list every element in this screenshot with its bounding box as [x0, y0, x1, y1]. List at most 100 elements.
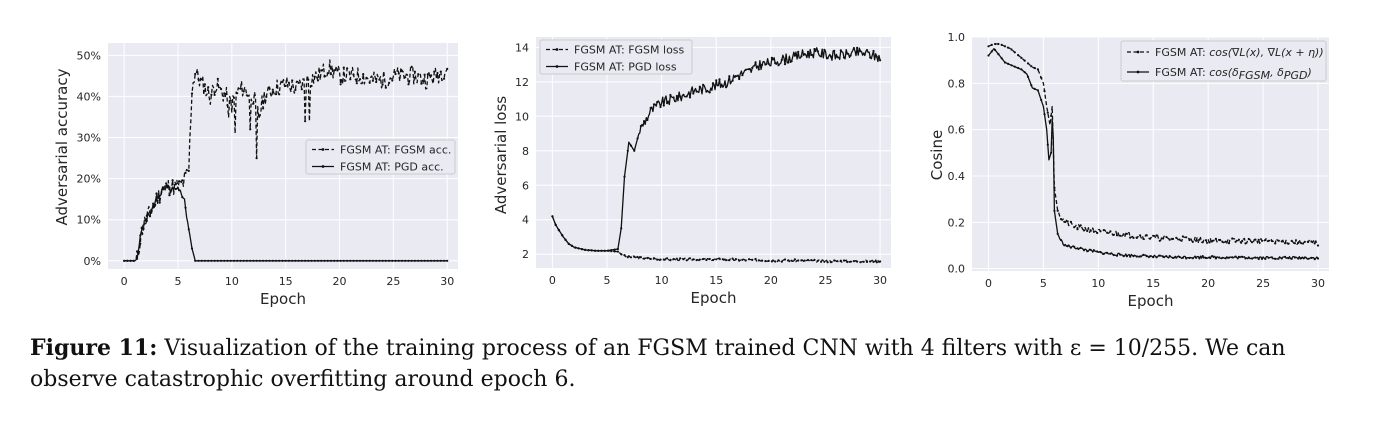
data-point [1132, 255, 1135, 258]
data-point [803, 53, 806, 56]
data-point [1132, 236, 1135, 239]
data-point [404, 76, 407, 79]
data-point [349, 78, 352, 81]
data-point [1264, 257, 1267, 260]
data-point [662, 104, 665, 107]
data-point [161, 186, 164, 189]
data-point [342, 66, 345, 69]
data-point [316, 259, 320, 262]
data-point [274, 259, 278, 262]
data-point [711, 82, 715, 85]
data-point [1155, 234, 1158, 237]
data-point [1300, 256, 1303, 260]
data-point [207, 86, 210, 89]
data-point [666, 102, 669, 105]
data-point [232, 96, 236, 99]
data-point [685, 259, 688, 262]
data-point [1109, 230, 1112, 233]
data-point [1198, 257, 1201, 260]
x-tick-label: 10 [225, 275, 239, 288]
data-point [1231, 237, 1234, 240]
data-point [1086, 229, 1089, 233]
data-point [698, 85, 701, 88]
data-point [593, 249, 597, 252]
data-point [1043, 90, 1046, 93]
data-point [738, 77, 741, 81]
data-point [1254, 256, 1257, 259]
data-point [1073, 226, 1076, 229]
data-point [1211, 239, 1214, 242]
data-point [223, 92, 226, 95]
data-point [1059, 238, 1063, 242]
data-point [1171, 237, 1175, 240]
data-point [417, 259, 420, 262]
data-point [1244, 242, 1247, 245]
data-point [326, 259, 329, 262]
chart-panel-1: 0 5 10 15 20 25 30 0% 10% 20% 30% 40% 50% Epoch Advers… [53, 43, 458, 308]
data-point [649, 106, 652, 109]
data-point [281, 80, 284, 84]
data-point [336, 259, 339, 262]
data-point [252, 102, 255, 105]
data-point [265, 95, 268, 98]
legend-math: cos(∇L(x), ∇L(x + η)) [1209, 46, 1323, 59]
x-tick-label: 20 [764, 274, 778, 287]
data-point [252, 259, 255, 262]
legend-marker [1136, 70, 1140, 74]
data-point [636, 137, 639, 140]
data-point [400, 259, 404, 262]
data-point [803, 259, 806, 262]
data-point [574, 246, 577, 249]
data-point [129, 259, 132, 262]
data-point [394, 259, 397, 262]
data-point [384, 86, 387, 89]
data-point [291, 79, 294, 82]
data-point [1277, 257, 1280, 260]
data-point [1013, 65, 1016, 68]
data-point [1204, 239, 1208, 242]
data-point [1168, 238, 1171, 241]
data-point [174, 183, 177, 186]
data-point [1112, 233, 1115, 236]
data-point [1139, 234, 1142, 237]
data-point [181, 196, 184, 199]
data-point [271, 88, 274, 91]
data-point [620, 253, 623, 256]
data-point [675, 257, 679, 260]
data-point [731, 257, 734, 260]
data-point [659, 105, 662, 109]
data-point [777, 259, 780, 262]
data-point [1076, 247, 1079, 250]
y-tick-label: 0% [84, 255, 101, 268]
data-point [692, 258, 695, 261]
data-point [1195, 256, 1198, 259]
data-point [165, 182, 168, 185]
data-point [1063, 220, 1066, 223]
data-point [446, 259, 449, 262]
data-point [236, 259, 239, 262]
data-point [232, 259, 236, 262]
data-point [1036, 68, 1039, 71]
data-point [139, 234, 142, 237]
data-point [715, 258, 718, 261]
data-point [1099, 230, 1102, 233]
data-point [1181, 235, 1184, 238]
data-point [1284, 255, 1287, 258]
data-point [1293, 256, 1296, 259]
data-point [721, 85, 724, 88]
data-point [747, 258, 751, 261]
y-tick-label: 14 [515, 41, 529, 54]
data-point [190, 92, 194, 95]
x-tick-label: 10 [1091, 277, 1105, 290]
data-point [728, 259, 731, 262]
legend: FGSM AT: FGSM acc. FGSM AT: PGD acc. [305, 139, 456, 175]
data-point [442, 77, 446, 80]
data-point [1307, 240, 1310, 244]
data-point [780, 58, 783, 62]
data-point [1244, 257, 1247, 260]
y-tick-label: 0.0 [948, 263, 966, 276]
legend: FGSM AT: cos(∇L(x), ∇L(x + η))FGSM AT: c… [1120, 40, 1327, 82]
data-point [1139, 255, 1142, 258]
data-point [281, 259, 284, 262]
data-point [1303, 256, 1306, 259]
